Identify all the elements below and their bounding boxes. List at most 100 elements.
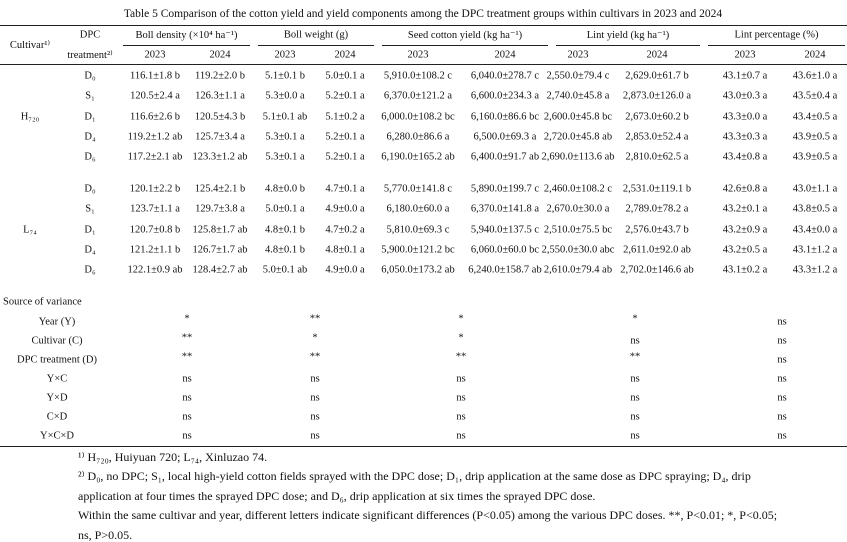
cell: 2,600.0±45.8 bc [543, 111, 613, 123]
header-rule [0, 64, 847, 65]
variance-source: Y×D [46, 392, 68, 404]
cell: 6,180.0±60.0 a [386, 203, 450, 215]
significance: * [312, 332, 318, 344]
significance: ns [456, 411, 466, 423]
significance: ns [310, 392, 320, 404]
cell: 129.7±3.8 a [195, 203, 245, 215]
cell: 42.6±0.8 a [722, 183, 768, 195]
year-header: 2023 [734, 49, 756, 61]
year-header: 2024 [646, 49, 668, 61]
cell: 43.4±0.8 a [722, 151, 768, 163]
cell: 4.8±0.1 b [265, 224, 305, 236]
significance: ns [777, 430, 787, 442]
group-header: Boll weight (g) [283, 29, 349, 41]
cell: 43.4±0.5 a [792, 111, 838, 123]
significance: * [184, 313, 190, 325]
cell: 2,510.0±75.5 bc [543, 224, 613, 236]
cell: 2,789.0±78.2 a [625, 203, 689, 215]
cell: 125.8±1.7 ab [192, 224, 248, 236]
significance: ns [310, 373, 320, 385]
cell: 43.8±0.5 a [792, 203, 838, 215]
cell: 4.8±0.0 b [265, 183, 305, 195]
significance: ns [777, 411, 787, 423]
cell: 5.1±0.1 ab [262, 111, 308, 123]
cell: 5,890.0±199.7 c [470, 183, 540, 195]
cell: 43.2±0.9 a [722, 224, 768, 236]
year-header: 2023 [567, 49, 589, 61]
cell: 128.4±2.7 ab [192, 264, 248, 276]
treatment-label: S₁ [85, 90, 95, 102]
cell: 4.7±0.1 a [325, 183, 365, 195]
significance: ns [777, 392, 787, 404]
significance: ns [777, 373, 787, 385]
cell: 116.6±2.6 b [130, 111, 180, 123]
cell: 121.2±1.1 b [129, 244, 181, 256]
cell: 6,060.0±60.0 bc [470, 244, 540, 256]
significance: ns [630, 411, 640, 423]
cell: 119.2±2.0 b [195, 70, 245, 82]
significance: ns [630, 392, 640, 404]
cell: 2,611.0±92.0 ab [623, 244, 691, 256]
group-header: Seed cotton yield (kg ha⁻¹) [407, 30, 523, 41]
significance: * [458, 313, 464, 325]
cell: 4.8±0.1 b [265, 244, 305, 256]
treatment-label: D₆ [84, 151, 96, 163]
group-rule [556, 45, 700, 46]
significance: ** [629, 351, 641, 363]
cell: 5.2±0.1 a [325, 131, 365, 143]
significance: * [458, 332, 464, 344]
significance: ns [182, 411, 192, 423]
cell: 123.3±1.2 ab [192, 151, 248, 163]
cell: 6,240.0±158.7 ab [468, 264, 542, 276]
cell: 4.9±0.0 a [325, 203, 365, 215]
year-header: 2023 [144, 49, 166, 61]
cell: 2,853.0±52.4 a [625, 131, 689, 143]
significance: ** [181, 351, 193, 363]
cell: 119.2±1.2 ab [127, 131, 183, 143]
cell: 6,370.0±121.2 a [383, 90, 453, 102]
treatment-label: D₁ [84, 111, 96, 123]
cell: 5,810.0±69.3 c [386, 224, 450, 236]
variance-source: Y×C [46, 373, 68, 385]
significance: ns [456, 430, 466, 442]
variance-source: C×D [46, 411, 68, 423]
cell: 4.8±0.1 a [325, 244, 365, 256]
cell: 43.9±0.5 a [792, 131, 838, 143]
significance: ns [630, 373, 640, 385]
cell: 126.7±1.7 ab [192, 244, 248, 256]
cell: 6,280.0±86.6 a [386, 131, 450, 143]
cell: 5.0±0.1 a [265, 203, 305, 215]
variance-title: Source of variance [3, 296, 82, 308]
cell: 43.4±0.0 a [792, 224, 838, 236]
cell: 2,873.0±126.0 a [622, 90, 692, 102]
cell: 6,040.0±278.7 c [470, 70, 540, 82]
footnote: Within the same cultivar and year, diffe… [78, 508, 778, 542]
cell: 5.3±0.1 a [265, 151, 305, 163]
cell: 5,940.0±137.5 c [470, 224, 540, 236]
cell: 2,740.0±45.8 a [546, 90, 610, 102]
cell: 43.0±0.3 a [722, 90, 768, 102]
column-header: DPC [79, 29, 101, 41]
cell: 2,576.0±43.7 b [625, 224, 689, 236]
year-header: 2023 [274, 49, 296, 61]
cell: 2,702.0±146.6 ab [620, 264, 694, 276]
cell: 43.3±1.2 a [792, 264, 838, 276]
year-header: 2023 [407, 49, 429, 61]
cell: 43.2±0.5 a [722, 244, 768, 256]
significance: ns [182, 373, 192, 385]
significance: ** [309, 351, 321, 363]
cell: 5.3±0.0 a [265, 90, 305, 102]
significance: ** [455, 351, 467, 363]
treatment-label: S₁ [85, 203, 95, 215]
top-rule [0, 25, 847, 26]
group-header: Lint percentage (%) [734, 29, 819, 41]
cell: 2,610.0±79.4 ab [543, 264, 613, 276]
significance: ns [310, 430, 320, 442]
cell: 117.2±2.1 ab [127, 151, 183, 163]
cell: 6,190.0±165.2 ab [381, 151, 455, 163]
cell: 6,370.0±141.8 a [470, 203, 540, 215]
cell: 43.1±0.2 a [722, 264, 768, 276]
cell: 43.0±1.1 a [792, 183, 838, 195]
cell: 126.3±1.1 a [195, 90, 245, 102]
significance: ns [630, 430, 640, 442]
